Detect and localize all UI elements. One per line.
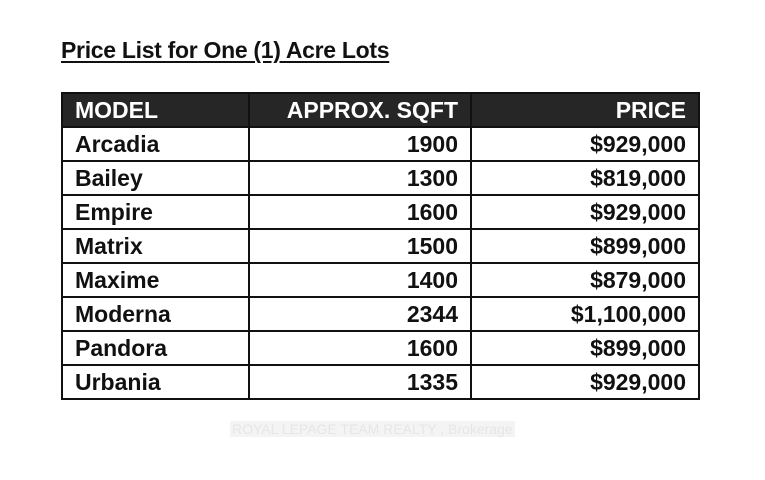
cell-sqft: 1300 <box>248 160 472 196</box>
cell-sqft: 1335 <box>248 364 472 400</box>
cell-price: $899,000 <box>470 330 700 366</box>
cell-sqft: 1900 <box>248 126 472 162</box>
table-row: Maxime 1400 $879,000 <box>61 262 700 298</box>
table-row: Empire 1600 $929,000 <box>61 194 700 230</box>
cell-model: Matrix <box>61 228 250 264</box>
table-row: Arcadia 1900 $929,000 <box>61 126 700 162</box>
cell-model: Empire <box>61 194 250 230</box>
cell-price: $929,000 <box>470 364 700 400</box>
cell-model: Arcadia <box>61 126 250 162</box>
cell-price: $879,000 <box>470 262 700 298</box>
cell-model: Pandora <box>61 330 250 366</box>
cell-price: $929,000 <box>470 126 700 162</box>
price-table: MODEL APPROX. SQFT PRICE Arcadia 1900 $929… <box>61 92 700 400</box>
cell-model: Urbania <box>61 364 250 400</box>
header-price: PRICE <box>470 92 700 128</box>
cell-price: $899,000 <box>470 228 700 264</box>
cell-price: $819,000 <box>470 160 700 196</box>
cell-model: Bailey <box>61 160 250 196</box>
cell-sqft: 2344 <box>248 296 472 332</box>
table-row: Matrix 1500 $899,000 <box>61 228 700 264</box>
cell-sqft: 1400 <box>248 262 472 298</box>
table-row: Bailey 1300 $819,000 <box>61 160 700 196</box>
page-title: Price List for One (1) Acre Lots <box>61 37 390 63</box>
cell-sqft: 1600 <box>248 330 472 366</box>
watermark: ROYAL LEPAGE TEAM REALTY , Brokerage <box>230 421 515 437</box>
table-row: Pandora 1600 $899,000 <box>61 330 700 366</box>
header-model: MODEL <box>61 92 250 128</box>
cell-model: Moderna <box>61 296 250 332</box>
cell-price: $1,100,000 <box>470 296 700 332</box>
cell-model: Maxime <box>61 262 250 298</box>
cell-sqft: 1600 <box>248 194 472 230</box>
cell-sqft: 1500 <box>248 228 472 264</box>
table-row: Moderna 2344 $1,100,000 <box>61 296 700 332</box>
header-sqft: APPROX. SQFT <box>248 92 472 128</box>
table-header-row: MODEL APPROX. SQFT PRICE <box>61 92 700 128</box>
cell-price: $929,000 <box>470 194 700 230</box>
table-row: Urbania 1335 $929,000 <box>61 364 700 400</box>
